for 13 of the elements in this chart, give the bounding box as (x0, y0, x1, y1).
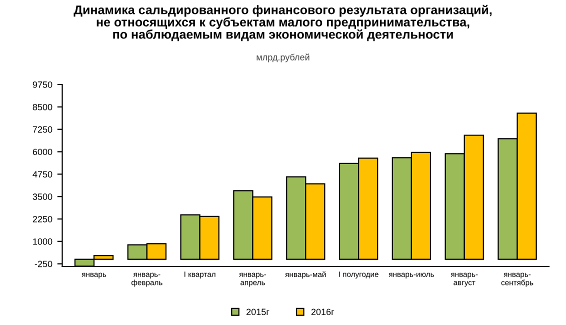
chart-subtitle: млрд.рублей (256, 54, 310, 62)
legend-label: 2016г (311, 308, 334, 316)
y-tick-label: 7250 (32, 126, 52, 133)
y-tick-label: 9750 (32, 81, 52, 88)
y-tick-label: 1000 (33, 238, 52, 245)
y-tick-label: 6000 (32, 148, 52, 156)
legend-label: 2015г (246, 308, 270, 316)
y-tick-label: 2250 (32, 216, 52, 222)
y-tick-label: 3500 (32, 194, 52, 200)
y-tick-label: -250 (34, 260, 52, 268)
chart-title: Динамика сальдированного финансового результата организаций, не относящихся к субъектам малого предпринимательства, по наблюдаемым видам экономической деятельности (74, 4, 492, 42)
y-tick-label: 4750 (32, 171, 52, 178)
y-tick-label: 8500 (32, 104, 52, 110)
